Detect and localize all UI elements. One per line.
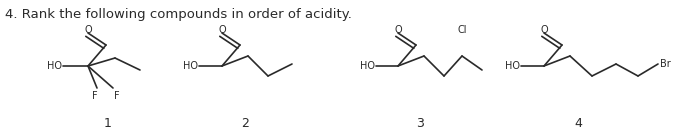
Text: 4: 4	[574, 117, 582, 130]
Text: O: O	[84, 25, 92, 35]
Text: HO: HO	[360, 61, 375, 71]
Text: O: O	[218, 25, 226, 35]
Text: Br: Br	[660, 59, 671, 69]
Text: 1: 1	[104, 117, 112, 130]
Text: 2: 2	[241, 117, 249, 130]
Text: F: F	[114, 91, 120, 101]
Text: HO: HO	[47, 61, 62, 71]
Text: HO: HO	[505, 61, 520, 71]
Text: 4. Rank the following compounds in order of acidity.: 4. Rank the following compounds in order…	[5, 8, 352, 21]
Text: Cl: Cl	[458, 25, 466, 35]
Text: O: O	[540, 25, 548, 35]
Text: F: F	[92, 91, 98, 101]
Text: HO: HO	[183, 61, 198, 71]
Text: 3: 3	[416, 117, 424, 130]
Text: O: O	[394, 25, 402, 35]
